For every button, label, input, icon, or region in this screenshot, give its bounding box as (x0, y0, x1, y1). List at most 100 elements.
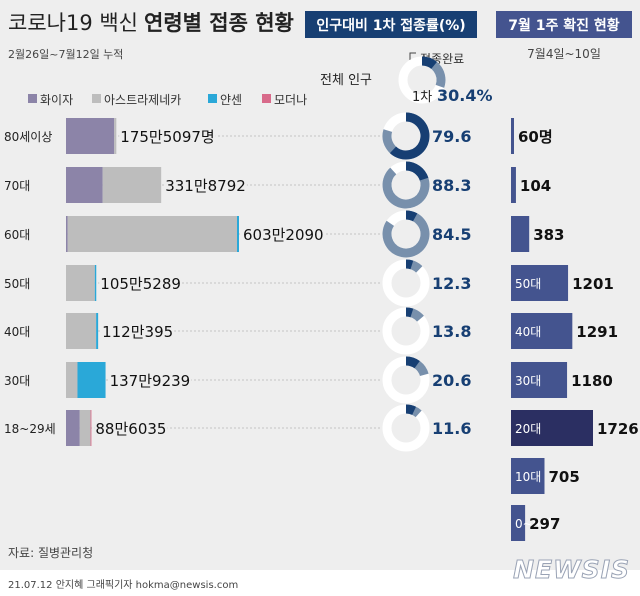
cases-age-label: 30대 (515, 374, 541, 388)
label-plate (101, 322, 175, 342)
cases-bar (511, 167, 516, 203)
label-plate (164, 176, 247, 196)
left-period: 2월26일~7월12일 누적 (8, 47, 123, 61)
cases-bar (511, 458, 545, 494)
cases-header-box (496, 11, 632, 38)
legend-swatch-pfizer (28, 94, 37, 103)
rate-donut-completed-arc (389, 112, 430, 160)
age-label: 40대 (4, 325, 30, 339)
overall-first-value: 30.4% (437, 86, 493, 105)
cases-row: 20대 1726 (511, 410, 639, 446)
rate-header-box (305, 11, 477, 38)
label-plate (108, 371, 192, 391)
cases-value-label: 1291 (576, 323, 618, 341)
rate-value-label: 13.8 (432, 322, 471, 341)
vaccine-total-label: 175만5097명 (120, 128, 214, 146)
newsis-logo: NEWSIS (513, 555, 630, 584)
vaccine-total-label: 137만9239 (110, 372, 191, 390)
vaccine-bar-segment-astrazeneca (67, 216, 237, 252)
vaccine-total-label: 603만2090 (243, 226, 324, 244)
age-rows: 80세이상 175만5097명 79.6 70대 331만8792 88.3 60대 603만… (4, 112, 471, 452)
cases-row: 40대 1291 (511, 313, 618, 349)
legend-swatch-moderna (262, 94, 271, 103)
cases-age-label: 0~9세 (515, 517, 551, 531)
cases-row: 60명 (511, 118, 553, 154)
overall-label: 전체 인구 (320, 73, 372, 88)
cases-bar (511, 362, 568, 398)
rate-donut (382, 307, 430, 355)
vaccine-bar-segment-janssen (94, 265, 97, 301)
age-row: 30대 137만9239 20.6 (4, 356, 471, 404)
legend-label-moderna: 모더나 (274, 93, 307, 107)
age-label: 70대 (4, 179, 30, 193)
rate-donut-track (382, 259, 430, 307)
label-plate (119, 127, 216, 147)
vaccine-bar-segment-astrazeneca (102, 167, 162, 203)
rate-header-text: 인구대비 1차 접종률(%) (316, 17, 465, 34)
cases-bar (511, 216, 530, 252)
age-label: 60대 (4, 228, 30, 242)
cases-age-label: 40대 (515, 325, 541, 339)
vaccine-bar-segment-astrazeneca (66, 265, 95, 301)
legend-label-pfizer: 화이자 (40, 93, 73, 107)
vaccine-total-label: 105만5289 (100, 275, 181, 293)
cases-row: 50대 1201 (511, 265, 614, 301)
overall-donut-ring (398, 56, 446, 104)
overall-donut (398, 56, 446, 104)
rate-value-label: 12.3 (432, 274, 471, 293)
cases-age-label: 10대 (515, 470, 541, 484)
rate-value-label: 84.5 (432, 225, 471, 244)
cases-row: 104 (511, 167, 551, 203)
rate-donut-completed-arc (405, 210, 418, 222)
cases-value-label: 1726 (597, 420, 639, 438)
cases-value-label: 383 (533, 226, 564, 244)
legend-label-astrazeneca: 아스트라제네카 (104, 93, 181, 107)
label-plate (94, 419, 168, 439)
vaccine-bar-segment-pfizer (66, 167, 103, 203)
cases-row: 383 (511, 216, 565, 252)
cases-bar (511, 118, 514, 154)
cases-bar (511, 265, 569, 301)
rate-value-label: 88.3 (432, 176, 471, 195)
age-row: 70대 331만8792 88.3 (4, 161, 471, 209)
rate-donut (382, 112, 430, 160)
legend-swatch-astrazeneca (92, 94, 101, 103)
label-plate (99, 274, 182, 294)
chart-title: 코로나19 백신 연령별 접종 현황 (8, 11, 294, 35)
rate-value-label: 20.6 (432, 371, 471, 390)
cases-bar (511, 410, 593, 446)
source-note: 자료: 질병관리청 (8, 546, 93, 560)
cases-row: 30대 1180 (511, 362, 613, 398)
age-row: 80세이상 175만5097명 79.6 (4, 112, 471, 160)
age-row: 60대 603만2090 84.5 (4, 210, 471, 258)
vaccine-total-label: 88만6035 (95, 420, 166, 438)
vaccine-bar-segment-astrazeneca (66, 362, 78, 398)
vaccine-bar-segment-astrazeneca (79, 410, 91, 446)
rate-value-label: 79.6 (432, 127, 471, 146)
overall-donut-ring-completed-arc (421, 56, 437, 70)
cases-value-label: 104 (520, 177, 551, 195)
cases-age-label: 20대 (515, 422, 541, 436)
vaccine-bar-segment-janssen (77, 362, 106, 398)
vaccine-total-label: 112만395 (102, 323, 173, 341)
vaccine-bar-segment-pfizer (66, 216, 68, 252)
rate-donut-completed-arc (405, 259, 414, 270)
age-label: 18~29세 (4, 422, 56, 436)
rate-donut (382, 404, 430, 452)
cases-bar (511, 505, 526, 541)
completed-pointer (409, 52, 416, 60)
rate-donut (382, 161, 430, 209)
age-label: 80세이상 (4, 130, 52, 144)
cases-chart: 60명 104 383 50대 1201 40대 1291 30대 1180 20대 1726 10대… (511, 118, 639, 541)
rate-donut-completed-arc (405, 356, 420, 369)
cases-header-text: 7월 1주 확진 현황 (508, 17, 620, 34)
rate-donut (382, 210, 430, 258)
vaccine-bar-segment-janssen (96, 313, 99, 349)
rate-donut-first-arc (382, 210, 430, 258)
cases-value-label: 60명 (518, 128, 553, 146)
cases-row: 10대 705 (511, 458, 580, 494)
age-row: 18~29세 88만6035 11.6 (4, 404, 471, 452)
